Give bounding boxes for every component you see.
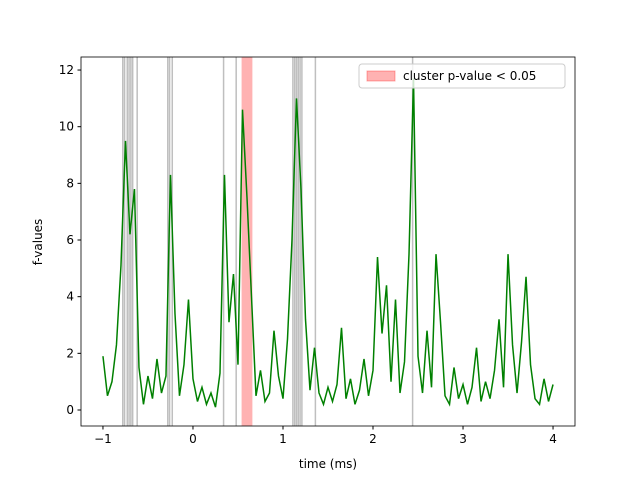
legend-box — [358, 63, 566, 89]
y-axis-label: f-values — [31, 219, 45, 266]
y-tick-label: 4 — [66, 290, 74, 304]
legend-swatch — [366, 70, 396, 82]
y-tick-label: 10 — [59, 120, 74, 134]
y-tick-label: 8 — [66, 176, 74, 190]
y-tick-label: 12 — [59, 63, 74, 77]
x-tick-label: −1 — [94, 432, 112, 446]
legend-label: cluster p-value < 0.05 — [403, 69, 536, 83]
x-tick-label: 0 — [189, 432, 197, 446]
data-line — [102, 78, 554, 408]
x-axis-label: time (ms) — [299, 457, 357, 471]
cluster-span — [241, 57, 253, 426]
y-tick-label: 2 — [66, 346, 74, 360]
x-tick-label: 1 — [279, 432, 287, 446]
y-tick-label: 0 — [66, 403, 74, 417]
x-tick-label: 4 — [549, 432, 557, 446]
x-tick-label: 3 — [459, 432, 467, 446]
x-tick-label: 2 — [369, 432, 377, 446]
y-tick-label: 6 — [66, 233, 74, 247]
plot-frame — [80, 56, 576, 427]
